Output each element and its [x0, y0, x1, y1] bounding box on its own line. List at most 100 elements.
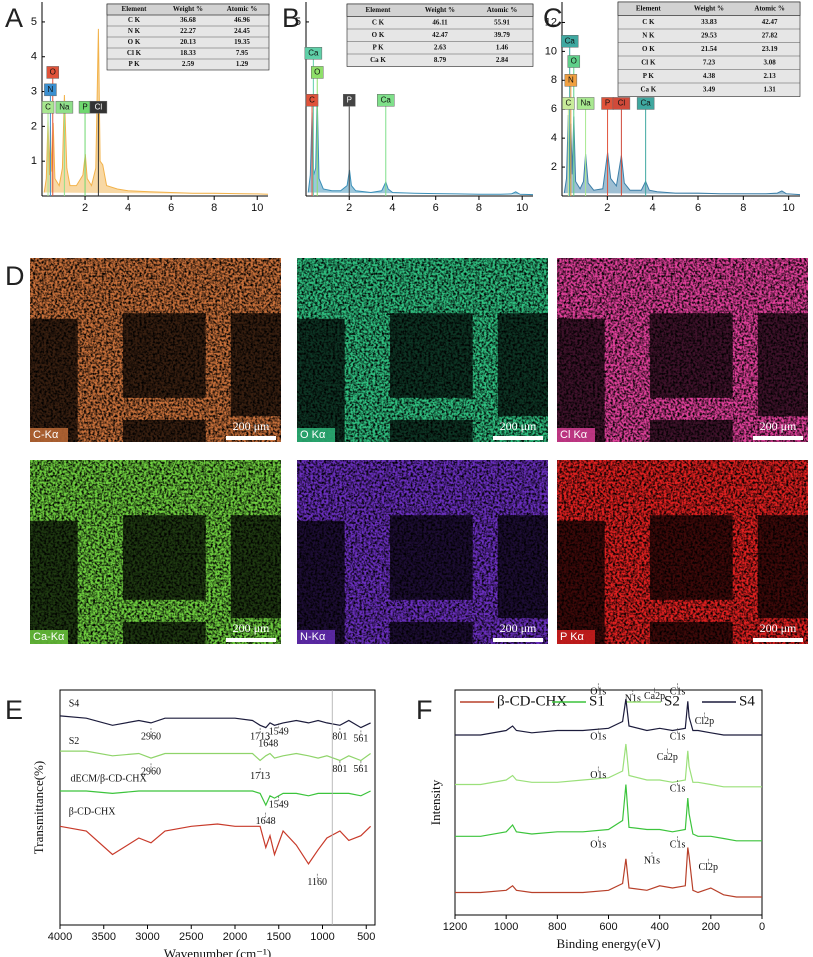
element-map: Cl Kα 200 μm — [557, 258, 808, 442]
table-cell: C K — [642, 18, 655, 26]
legend-label: S1 — [589, 693, 605, 709]
table-header: Atomic % — [754, 4, 785, 12]
series-line — [307, 94, 534, 196]
table-cell: 27.82 — [762, 31, 778, 39]
table-cell: 1.46 — [496, 43, 509, 51]
table-cell: 22.27 — [180, 27, 196, 35]
x-tick-label: 3000 — [135, 931, 159, 943]
peak-label-box — [89, 100, 108, 114]
scale-bar — [753, 638, 803, 642]
x-tick-label: 4000 — [48, 931, 72, 943]
x-axis-label: Wavenumber (cm⁻¹) — [164, 946, 272, 957]
peak-label-box — [305, 94, 319, 107]
table-cell: 19.35 — [234, 38, 250, 46]
table-cell: 2.63 — [434, 43, 447, 51]
table-cell: 2.84 — [496, 56, 509, 64]
peak-label: P — [347, 95, 352, 104]
table-cell: 21.54 — [701, 45, 717, 53]
annotation: 561 — [353, 764, 368, 775]
x-tick-label: 8 — [211, 202, 217, 214]
map-label-bg — [30, 428, 68, 442]
panel-letter: C — [543, 3, 563, 33]
table-cell: 42.47 — [432, 31, 448, 39]
annotation: Ca2p — [657, 752, 678, 763]
scale-label: 200 μm — [760, 419, 797, 433]
x-tick-label: 1000 — [494, 921, 518, 933]
y-tick-label: 4 — [31, 51, 37, 63]
peak-label: Na — [59, 102, 70, 111]
series-line — [60, 750, 371, 762]
x-tick-label: 0 — [759, 921, 765, 933]
map-texture — [297, 460, 548, 644]
map-label-bg — [297, 428, 335, 442]
peak-label: Cl — [618, 99, 626, 108]
element-map: P Kα 200 μm — [557, 460, 808, 644]
map-texture — [557, 460, 808, 644]
table-cell: 33.83 — [701, 18, 717, 26]
annotation: N1s — [625, 693, 641, 704]
map-texture — [297, 258, 548, 442]
x-tick-label: 3500 — [92, 931, 116, 943]
element-map: C-Kα 200 μm — [30, 258, 281, 442]
annotation: O1s — [590, 687, 606, 698]
legend-label: S2 — [664, 693, 680, 709]
x-tick-label: 4 — [125, 202, 131, 214]
scale-label: 200 μm — [500, 419, 537, 433]
table-cell: 36.68 — [180, 16, 196, 24]
series-line — [43, 28, 269, 195]
table-cell: 18.33 — [180, 49, 196, 57]
peak-label-box — [55, 100, 74, 114]
panel-letter: D — [5, 261, 25, 291]
table-cell: 7.95 — [236, 49, 249, 57]
x-tick-label: 500 — [357, 931, 375, 943]
panel-letter: E — [5, 695, 23, 725]
peak-label-box — [304, 47, 323, 60]
annotation: 801 — [332, 731, 347, 742]
x-tick-label: 600 — [599, 921, 617, 933]
peak-label: O — [314, 68, 320, 77]
series-label: S2 — [69, 736, 80, 747]
y-axis-label: Intensity — [428, 779, 443, 825]
peak-label: Na — [580, 99, 591, 108]
table-cell: 1.31 — [764, 85, 777, 93]
annotation: 801 — [332, 764, 347, 775]
table-cell: Ca K — [370, 56, 386, 64]
peak-label-box — [342, 94, 356, 107]
map-label-bg — [557, 428, 595, 442]
annotation: 1713 — [250, 771, 270, 782]
series-label: β-CD-CHX — [69, 806, 117, 817]
peak-label: C — [309, 95, 315, 104]
table-cell: 46.96 — [234, 16, 250, 24]
x-tick-label: 2 — [346, 202, 352, 214]
annotation: O1s — [590, 770, 606, 781]
map-label-bg — [557, 630, 595, 644]
x-tick-label: 10 — [251, 202, 263, 214]
table-header: Weight % — [425, 6, 455, 14]
table-cell: 39.79 — [494, 31, 510, 39]
x-tick-label: 8 — [476, 202, 482, 214]
series-line — [455, 847, 762, 898]
table-cell: 8.79 — [434, 56, 447, 64]
series-line — [455, 743, 762, 788]
annotation: Cl2p — [695, 716, 714, 727]
annotation: 1648 — [256, 816, 276, 827]
annotation: 1549 — [269, 799, 289, 810]
table-cell: C K — [372, 18, 385, 26]
series-line — [563, 114, 801, 196]
table-cell: N K — [128, 27, 141, 35]
peak-label-box — [564, 74, 578, 87]
peak-label: P — [82, 102, 87, 111]
scale-label: 200 μm — [233, 419, 270, 433]
table-cell: 29.53 — [701, 31, 717, 39]
x-tick-label: 400 — [650, 921, 668, 933]
series-label: dECM/β-CD-CHX — [71, 774, 148, 785]
x-tick-label: 2000 — [223, 931, 247, 943]
annotation: 2960 — [141, 767, 161, 778]
table-cell: P K — [128, 60, 140, 68]
table-cell: O K — [372, 31, 385, 39]
map-label: Ca-Kα — [33, 631, 65, 643]
x-tick-label: 1500 — [267, 931, 291, 943]
series-line — [455, 698, 762, 736]
table-cell: 2.13 — [764, 72, 777, 80]
